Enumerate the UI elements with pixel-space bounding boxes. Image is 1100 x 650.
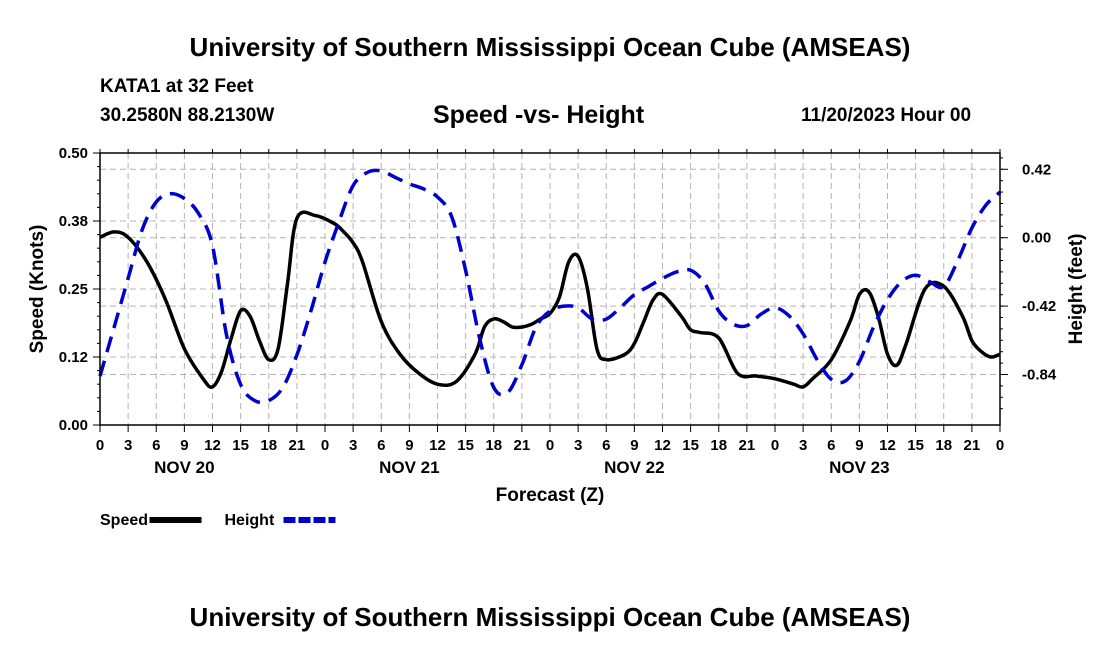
x-tick-label: 0 (996, 437, 1004, 454)
x-tick-label: 3 (349, 437, 357, 454)
x-tick-label: 6 (152, 437, 160, 454)
speed-height-chart: 0 3 6 9 12 15 18 21 0 3 6 9 12 15 18 21 0 3 6 9 12 15 18 21 0 3 6 9… (27, 145, 1087, 529)
x-tick-label: 15 (682, 437, 699, 454)
chart-title: University of Southern Mississippi Ocean… (189, 32, 911, 62)
y-tick-label-right: -0.84 (1022, 367, 1057, 384)
legend-label-speed: Speed (100, 512, 148, 529)
x-tick-label: 15 (907, 437, 924, 454)
x-tick-label: 12 (204, 437, 221, 454)
x-tick-label: 0 (771, 437, 779, 454)
x-tick-label: 15 (457, 437, 474, 454)
x-tick-label: 3 (799, 437, 807, 454)
x-tick-label: 3 (124, 437, 132, 454)
x-tick-label: 9 (630, 437, 638, 454)
axes: 0 3 6 9 12 15 18 21 0 3 6 9 12 15 18 21 0 3 6 9 12 15 18 21 0 3 6 9… (59, 145, 1057, 477)
legend: Speed Height (100, 512, 336, 529)
x-tick-label: 6 (602, 437, 610, 454)
y-tick-label-right: 0.42 (1022, 161, 1051, 178)
x-tick-label: 12 (879, 437, 896, 454)
y-tick-label-left: 0.12 (59, 349, 88, 366)
x-tick-label: 6 (827, 437, 835, 454)
x-tick-label: 3 (574, 437, 582, 454)
x-tick-label: 0 (321, 437, 329, 454)
x-tick-label: 18 (260, 437, 277, 454)
x-tick-label: 9 (855, 437, 863, 454)
height-series-line (98, 168, 1002, 405)
day-label: NOV 23 (829, 458, 889, 477)
day-label: NOV 22 (604, 458, 664, 477)
x-tick-label: 9 (405, 437, 413, 454)
x-tick-label: 21 (739, 437, 756, 454)
y-tick-label-left: 0.50 (59, 145, 88, 162)
forecast-datetime: 11/20/2023 Hour 00 (801, 105, 972, 126)
station-label: KATA1 at 32 Feet (100, 76, 254, 97)
y-tick-label-right: -0.42 (1022, 298, 1056, 315)
day-label: NOV 21 (379, 458, 439, 477)
footer-title: University of Southern Mississippi Ocean… (189, 602, 911, 632)
x-tick-label: 18 (710, 437, 727, 454)
speed-series-line (99, 210, 1001, 389)
station-coordinates: 30.2580N 88.2130W (100, 105, 275, 126)
x-tick-label: 21 (964, 437, 981, 454)
axis-labels: Forecast (Z) Speed (Knots) Height (feet) (27, 225, 1087, 506)
series-lines (98, 168, 1002, 405)
x-axis-label: Forecast (Z) (496, 485, 605, 506)
y-tick-label-left: 0.00 (59, 417, 88, 434)
x-tick-label: 15 (232, 437, 249, 454)
y-axis-label-right: Height (feet) (1066, 234, 1087, 345)
day-label: NOV 20 (154, 458, 214, 477)
x-tick-label: 18 (935, 437, 952, 454)
legend-label-height: Height (225, 512, 275, 529)
chart-subtitle: Speed -vs- Height (433, 101, 645, 129)
x-tick-label: 12 (429, 437, 446, 454)
y-axis-label-left: Speed (Knots) (27, 225, 48, 354)
x-tick-label: 6 (377, 437, 385, 454)
y-tick-label-left: 0.25 (59, 281, 88, 298)
x-tick-label: 21 (289, 437, 306, 454)
x-tick-label: 12 (654, 437, 671, 454)
x-tick-label: 0 (96, 437, 104, 454)
x-tick-label: 9 (180, 437, 188, 454)
x-tick-label: 18 (485, 437, 502, 454)
x-tick-label: 0 (546, 437, 554, 454)
x-tick-label: 21 (514, 437, 531, 454)
y-tick-label-right: 0.00 (1022, 230, 1051, 247)
y-tick-label-left: 0.38 (59, 213, 88, 230)
